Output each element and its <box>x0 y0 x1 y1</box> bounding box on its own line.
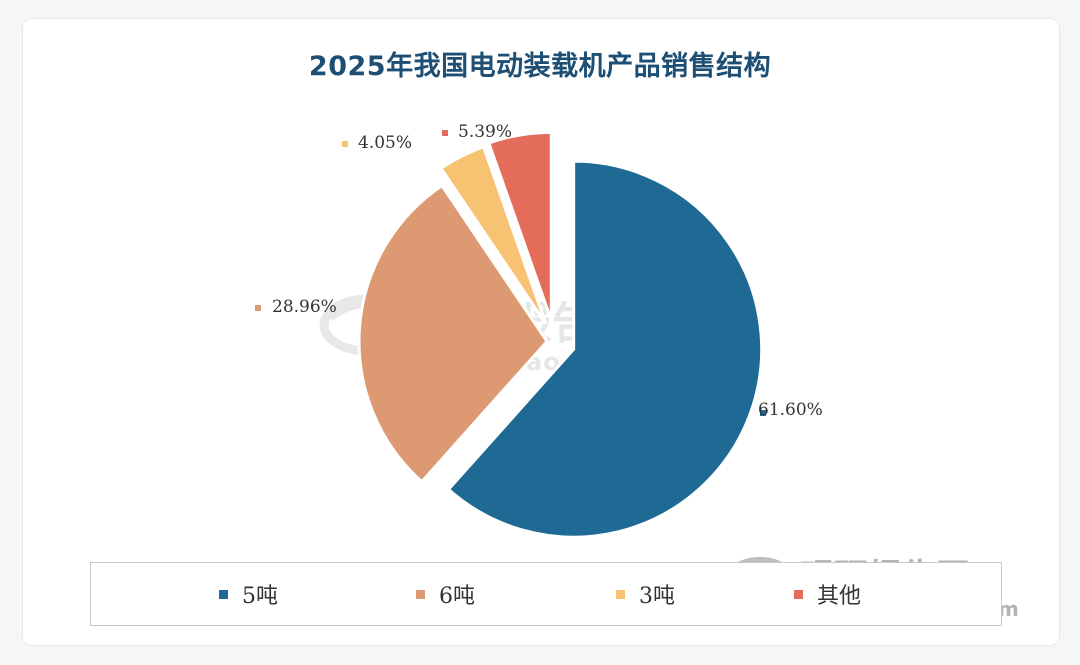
legend-item-4: 其他 <box>794 581 862 609</box>
pie-slice-3 <box>438 144 548 325</box>
legend-swatch-4 <box>794 589 803 599</box>
pie-label-marker-1 <box>760 410 766 416</box>
chart-title: 2025年我国电动装载机产品销售结构 <box>308 51 772 82</box>
legend-item-2: 6吨 <box>416 581 475 609</box>
legend-swatch-3 <box>616 589 625 599</box>
pie-slices <box>357 130 764 539</box>
legend-label-3: 3吨 <box>639 584 675 609</box>
pie-slice-1 <box>446 159 764 539</box>
pie-data-label-3: 4.05% <box>358 133 412 153</box>
legend-swatch-1 <box>219 589 228 599</box>
pie-label-marker-4 <box>442 130 448 136</box>
pie-slice-2 <box>357 183 549 484</box>
legend-label-4: 其他 <box>817 584 862 609</box>
legend-swatch-2 <box>416 589 425 599</box>
legend-label-1: 5吨 <box>242 584 278 609</box>
pie-label-marker-3 <box>342 141 348 147</box>
pie-label-marker-2 <box>255 305 261 311</box>
legend-label-2: 6吨 <box>439 584 475 609</box>
pie-data-label-1: 61.60% <box>758 400 823 420</box>
pie-data-label-2: 28.96% <box>272 297 337 317</box>
legend: 5吨 6吨 3吨 其他 <box>90 562 1002 626</box>
pie-labels: 61.60% 28.96% 4.05% 5.39% <box>255 122 823 420</box>
legend-item-1: 5吨 <box>219 581 278 609</box>
pie-slice-4 <box>486 130 553 321</box>
legend-item-3: 3吨 <box>616 581 675 609</box>
pie-data-label-4: 5.39% <box>458 122 512 142</box>
